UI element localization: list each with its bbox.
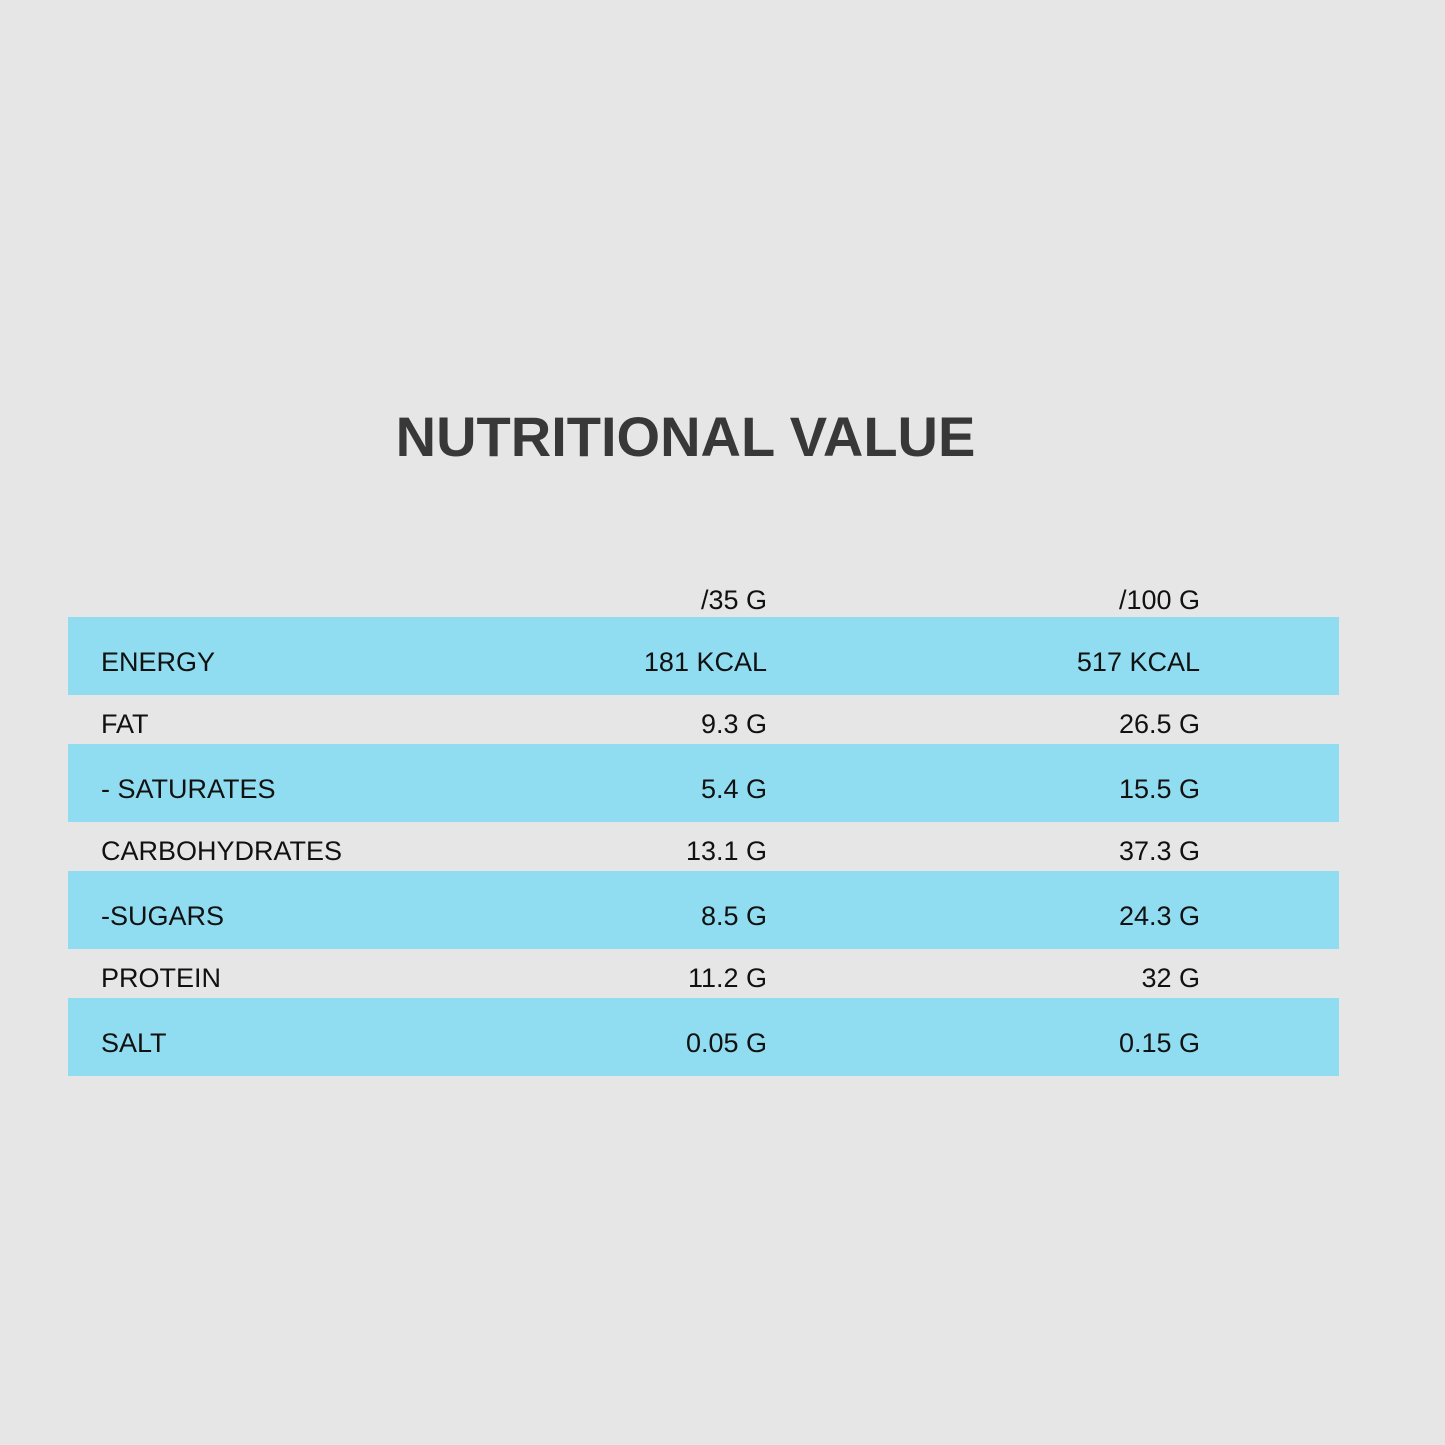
table-row-salt: SALT 0.05 G 0.15 G [68,998,1339,1076]
row-value-per-100g: 517 KCAL [1076,647,1200,677]
row-value-per-35g: 0.05 G [685,1028,767,1058]
row-label: -SUGARS [101,901,225,931]
column-header-per-35g: /35 G [700,585,767,615]
page-title: NUTRITIONAL VALUE [395,405,976,468]
row-label: SALT [101,1028,167,1058]
row-label: CARBOHYDRATES [101,836,343,866]
table-row-fat: FAT 9.3 G 26.5 G [68,695,1339,744]
table-row-protein: PROTEIN 11.2 G 32 G [68,949,1339,998]
row-value-per-100g: 32 G [1141,963,1200,993]
row-value-per-35g: 9.3 G [700,709,767,739]
table-row-saturates: - SATURATES 5.4 G 15.5 G [68,744,1339,822]
row-label: PROTEIN [101,963,222,993]
table-row-carbohydrates: CARBOHYDRATES 13.1 G 37.3 G [68,822,1339,871]
table-row-energy: ENERGY 181 KCAL 517 KCAL [68,617,1339,695]
row-value-per-100g: 26.5 G [1118,709,1200,739]
row-label: - SATURATES [101,774,276,804]
table-row-sugars: -SUGARS 8.5 G 24.3 G [68,871,1339,949]
row-value-per-35g: 11.2 G [687,963,767,993]
row-value-per-100g: 37.3 G [1118,836,1200,866]
row-value-per-100g: 24.3 G [1118,901,1200,931]
nutrition-table: /35 G /100 G ENERGY 181 KCAL 517 KCAL FA… [68,580,1339,1076]
row-value-per-35g: 8.5 G [700,901,767,931]
row-value-per-100g: 0.15 G [1118,1028,1200,1058]
row-value-per-100g: 15.5 G [1118,774,1200,804]
row-value-per-35g: 5.4 G [700,774,767,804]
row-value-per-35g: 13.1 G [685,836,767,866]
row-label: FAT [101,709,149,739]
row-value-per-35g: 181 KCAL [643,647,767,677]
column-header-per-100g: /100 G [1118,585,1200,615]
table-header-row: /35 G /100 G [68,580,1339,617]
row-label: ENERGY [101,647,216,677]
